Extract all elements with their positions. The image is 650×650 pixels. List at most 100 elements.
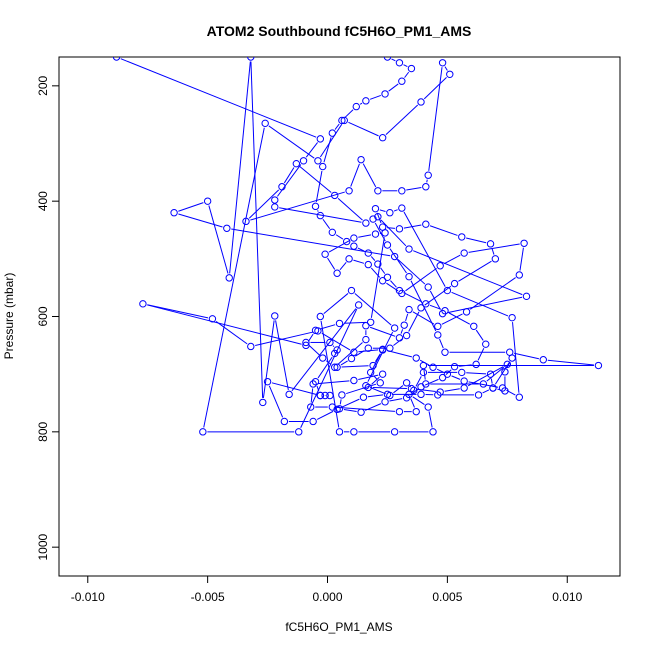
series-segment (388, 83, 399, 92)
data-point (292, 159, 301, 168)
data-point (402, 379, 411, 387)
series-segment (403, 224, 422, 229)
y-tick-label: 600 (36, 306, 50, 326)
series-segment (466, 237, 487, 244)
series-segment (275, 320, 289, 391)
series-segment (491, 247, 495, 255)
data-point (371, 204, 380, 213)
data-point (398, 204, 406, 212)
series-points-0 (112, 57, 603, 436)
series-segment (328, 239, 351, 253)
series-segment (424, 378, 439, 386)
series-segment (451, 291, 509, 317)
data-point (302, 341, 310, 350)
data-point (508, 354, 516, 362)
series-segment (229, 61, 251, 274)
data-point (366, 368, 375, 377)
x-tick-label: -0.010 (71, 590, 105, 604)
data-point (309, 380, 317, 388)
data-point (390, 324, 399, 332)
data-point (333, 363, 341, 371)
data-point (520, 239, 528, 247)
data-point (247, 342, 255, 351)
series-segment (305, 142, 318, 158)
series-segment (358, 374, 379, 381)
series-segment (348, 121, 379, 137)
data-point (434, 331, 442, 339)
data-point (285, 390, 293, 399)
series-segment (178, 213, 223, 228)
data-point (407, 64, 416, 73)
series-segment (373, 375, 378, 380)
data-point (383, 273, 392, 281)
data-point (364, 249, 372, 257)
series-segment (393, 337, 404, 346)
data-point (374, 260, 382, 268)
data-point (417, 390, 425, 399)
series-segment (409, 385, 412, 388)
series-segment (367, 394, 384, 398)
data-point (371, 230, 380, 238)
series-segment (426, 179, 428, 183)
y-tick-label: 400 (36, 191, 50, 211)
data-point (223, 224, 231, 232)
data-point (350, 428, 358, 436)
data-point (328, 129, 337, 137)
series-segment (429, 290, 441, 310)
data-point (335, 428, 344, 436)
data-point (398, 77, 406, 85)
data-point (342, 237, 351, 246)
data-point (335, 405, 344, 413)
data-point (438, 373, 447, 382)
series-segment (391, 58, 396, 62)
data-point (458, 368, 466, 377)
data-point (347, 286, 356, 295)
data-point (309, 417, 317, 426)
data-point (364, 260, 372, 269)
series-segment (340, 360, 348, 366)
series-segment (406, 187, 422, 191)
data-point (386, 344, 394, 352)
data-point (378, 134, 387, 142)
data-point (417, 98, 425, 106)
data-point (352, 102, 360, 111)
data-point (374, 187, 382, 195)
series-segment (389, 248, 407, 274)
data-point (515, 271, 524, 279)
series-segment (291, 308, 357, 392)
series-segment (358, 234, 372, 238)
series-segment (322, 218, 331, 229)
series-segment (428, 67, 443, 171)
series-segment (248, 189, 280, 219)
data-point (362, 382, 370, 390)
data-point (450, 362, 459, 371)
series-segment (451, 375, 461, 380)
data-point (424, 171, 432, 179)
series-segment (334, 123, 340, 130)
data-point (316, 312, 325, 321)
data-point (369, 215, 377, 223)
series-segment (405, 313, 409, 321)
series-segment (371, 376, 380, 385)
series-line-0 (120, 58, 594, 433)
data-point (295, 428, 303, 436)
series-segment (350, 163, 360, 187)
series-segment (468, 243, 520, 253)
series-segment (343, 321, 367, 324)
data-point (482, 340, 490, 348)
series-segment (469, 277, 516, 310)
series-segment (283, 167, 295, 184)
data-point (434, 391, 442, 399)
series-segment (358, 349, 379, 353)
x-axis-label: fC5H6O_PM1_AMS (285, 620, 392, 634)
data-point (491, 255, 500, 263)
data-point (395, 407, 404, 416)
data-point (328, 228, 337, 237)
data-point (357, 408, 365, 416)
data-point (405, 273, 413, 281)
data-point (400, 321, 408, 329)
data-point (271, 312, 279, 320)
series-segment (444, 66, 448, 71)
series-body (112, 57, 603, 436)
data-point (139, 300, 147, 308)
